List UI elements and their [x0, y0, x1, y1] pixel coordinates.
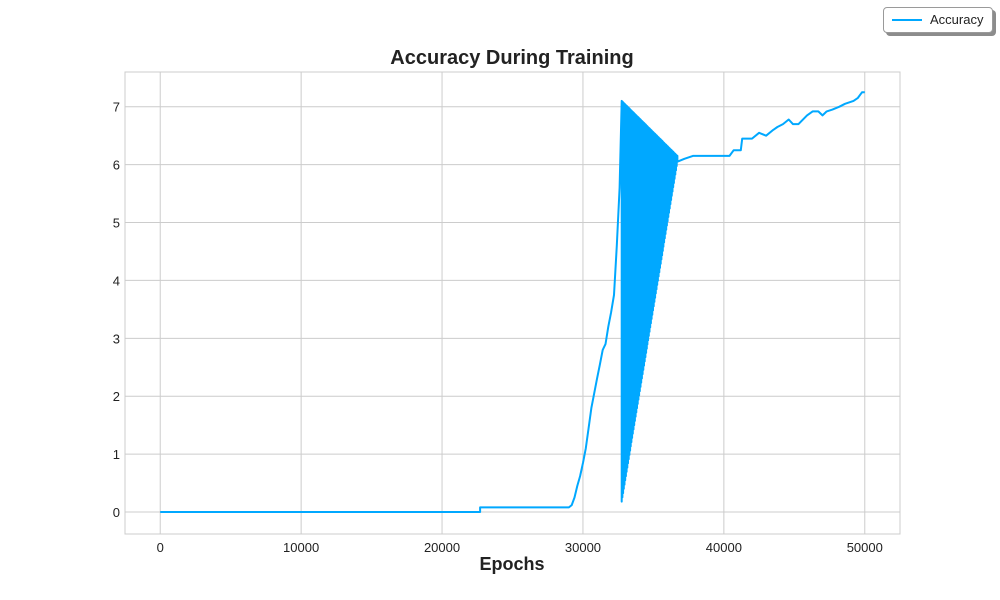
x-tick-label: 20000: [424, 540, 460, 555]
y-tick-label: 0: [113, 505, 120, 520]
y-tick-label: 1: [113, 447, 120, 462]
legend-label-accuracy: Accuracy: [930, 12, 984, 27]
x-tick-label: 40000: [706, 540, 742, 555]
y-tick-label: 4: [113, 273, 120, 288]
x-axis-label: Epochs: [479, 554, 544, 574]
tick-labels: 0 10000 20000 30000 40000 50000 0 1 2 3 4 5 6 7: [113, 100, 883, 555]
x-tick-label: 50000: [847, 540, 883, 555]
y-tick-label: 3: [113, 331, 120, 346]
chart-title: Accuracy During Training: [390, 47, 633, 69]
y-tick-label: 6: [113, 158, 120, 173]
legend: Accuracy: [883, 7, 993, 33]
y-tick-label: 7: [113, 100, 120, 115]
y-tick-label: 5: [113, 216, 120, 231]
x-tick-label: 30000: [565, 540, 601, 555]
x-tick-label: 0: [157, 540, 164, 555]
accuracy-series-line: [160, 91, 865, 513]
x-tick-label: 10000: [283, 540, 319, 555]
plot-area: [124, 71, 901, 535]
y-tick-label: 2: [113, 389, 120, 404]
legend-swatch-accuracy: [892, 19, 922, 21]
grid-layer: [125, 72, 900, 534]
